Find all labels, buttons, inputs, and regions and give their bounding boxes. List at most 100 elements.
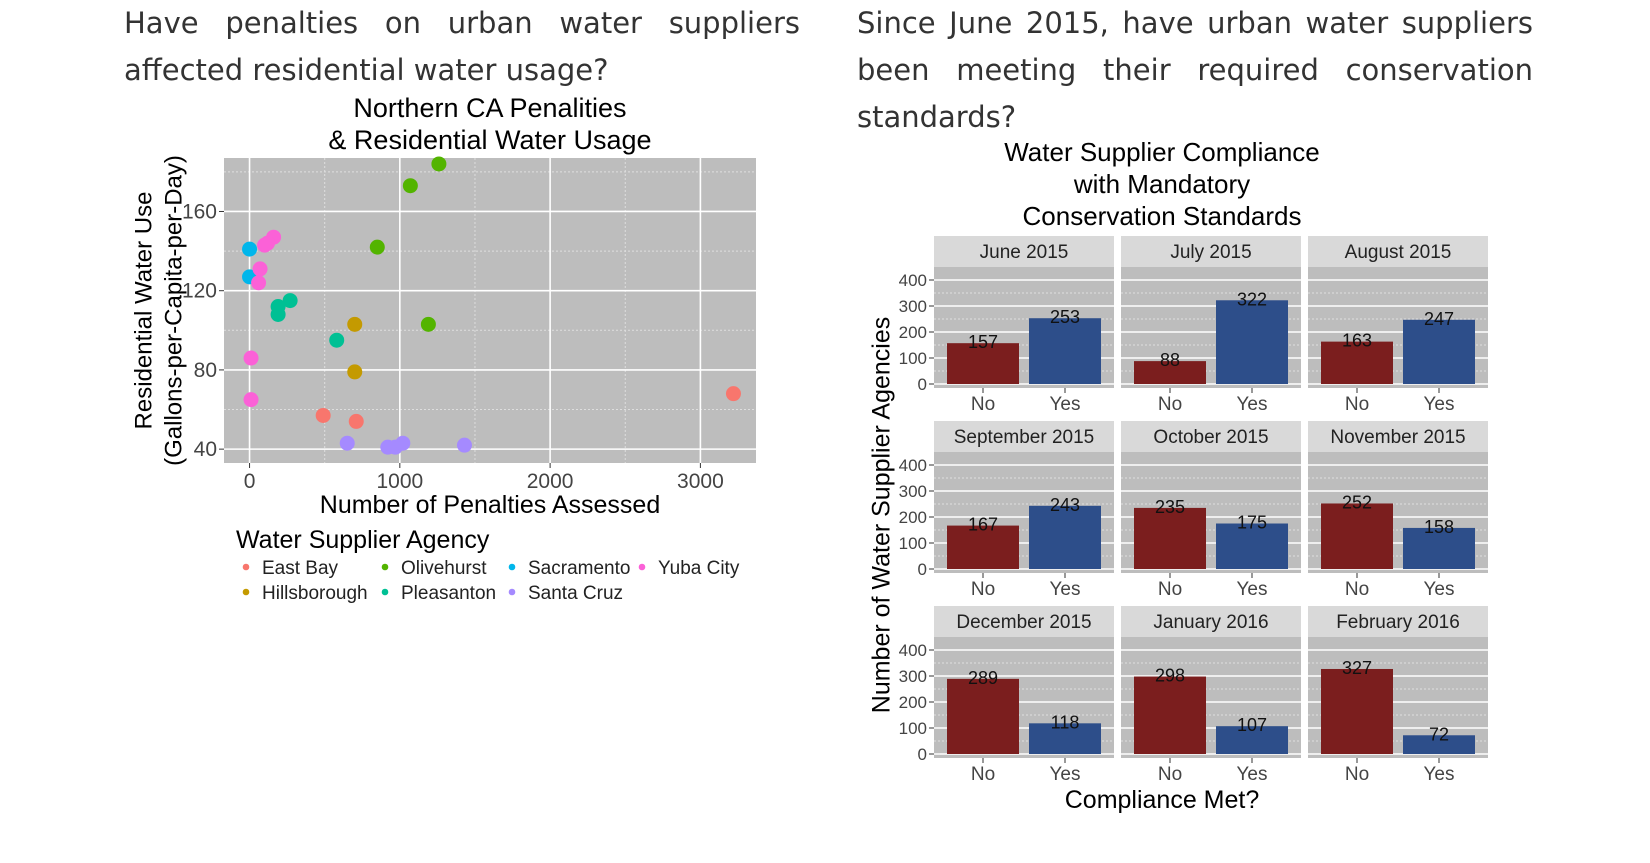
bar-chart-title-line: Conservation Standards (1023, 201, 1302, 231)
scatter-x-tick-label: 1000 (376, 470, 423, 493)
bar-value-label: 289 (968, 668, 998, 688)
facet-strip-label: February 2016 (1336, 612, 1460, 633)
legend-key-dot (508, 563, 516, 571)
scatter-x-tick-label: 2000 (527, 470, 574, 493)
facet-x-tick-label: Yes (1050, 579, 1081, 600)
facet-x-tick-label: Yes (1050, 394, 1081, 415)
legend-entry-label: Pleasanton (401, 583, 496, 604)
scatter-point (257, 237, 273, 253)
scatter-point (347, 316, 363, 332)
facet-y-tick-label: 300 (899, 297, 927, 316)
facet-y-tick-label: 100 (899, 349, 927, 368)
facet-y-tick-label: 100 (899, 534, 927, 553)
scatter-panel (224, 158, 756, 463)
bar (1029, 505, 1101, 569)
facet-y-tick-label: 400 (899, 456, 927, 475)
facet-x-tick-label: No (1345, 764, 1369, 785)
bar (1321, 668, 1393, 754)
scatter-point (348, 413, 364, 429)
bar (1134, 507, 1206, 569)
facet-strip (1121, 421, 1301, 452)
facet-y-tick-label: 0 (918, 745, 927, 764)
facet-y-tick-label: 100 (899, 719, 927, 738)
bar-value-label: 298 (1155, 666, 1185, 686)
question-left: Have penalties on urban water suppliers … (124, 6, 800, 87)
bar (1403, 527, 1475, 569)
bar (1321, 341, 1393, 384)
facet-strip-label: July 2015 (1170, 242, 1251, 263)
facet-strip (1308, 421, 1488, 452)
bar (1029, 723, 1101, 754)
scatter-chart: Northern CA Penalities& Residential Wate… (130, 95, 756, 604)
bar-chart-title-line: with Mandatory (1073, 169, 1250, 199)
facet-x-tick-label: Yes (1424, 579, 1455, 600)
bar (1216, 523, 1288, 569)
facet-y-tick-label: 200 (899, 508, 927, 527)
scatter-y-axis-label-line: Residential Water Use (130, 192, 157, 430)
bar-value-label: 235 (1155, 497, 1185, 517)
facet-x-tick-label: No (971, 764, 995, 785)
bar-value-label: 107 (1237, 715, 1267, 735)
scatter-point (339, 435, 355, 451)
facet-x-tick-label: No (1345, 394, 1369, 415)
bar (1321, 503, 1393, 569)
scatter-point (347, 364, 363, 380)
bar-value-label: 167 (968, 515, 998, 535)
scatter-point (431, 156, 447, 172)
question-right: Since June 2015, have urban water suppli… (857, 6, 1533, 134)
legend-key-dot (638, 563, 646, 571)
bar-value-label: 88 (1160, 350, 1180, 370)
bar (1134, 676, 1206, 754)
scatter-point (243, 350, 259, 366)
facet-x-tick-label: No (1345, 579, 1369, 600)
scatter-point (725, 386, 741, 402)
scatter-x-tick-label: 3000 (677, 470, 724, 493)
scatter-title-line: Northern CA Penalities (353, 95, 626, 123)
bar-value-label: 72 (1429, 724, 1449, 744)
bar (1403, 319, 1475, 384)
facet-x-tick-label: No (1158, 579, 1182, 600)
bar (1029, 318, 1101, 384)
scatter-point (329, 332, 345, 348)
scatter-y-tick-label: 40 (194, 438, 217, 461)
facet-strip (1121, 606, 1301, 637)
bar-y-axis-label: Number of Water Supplier Agencies (868, 317, 896, 713)
facet-x-tick-label: No (971, 394, 995, 415)
bar (1403, 735, 1475, 754)
legend-key-dot (508, 588, 516, 596)
bar-value-label: 322 (1237, 289, 1267, 309)
scatter-point (395, 435, 411, 451)
facet-strip (934, 606, 1114, 637)
bar-value-label: 252 (1342, 492, 1372, 512)
scatter-y-tick-label: 80 (194, 359, 217, 382)
scatter-y-tick-label: 120 (182, 280, 217, 303)
facet-x-tick-label: Yes (1424, 394, 1455, 415)
facet-y-tick-label: 300 (899, 667, 927, 686)
legend-entry-label: Yuba City (658, 558, 740, 579)
facet-strip (1308, 236, 1488, 267)
bar (947, 343, 1019, 384)
facet-strip-label: August 2015 (1345, 242, 1452, 263)
scatter-point (315, 407, 331, 423)
bar-value-label: 253 (1050, 307, 1080, 327)
facet-x-tick-label: Yes (1424, 764, 1455, 785)
bar-chart-title-line: Water Supplier Compliance (1004, 142, 1320, 167)
facet-strip-label: October 2015 (1153, 427, 1268, 448)
legend-key-dot (381, 563, 389, 571)
bar-value-label: 163 (1342, 331, 1372, 351)
facet-strip (934, 421, 1114, 452)
legend-entry-label: Hillsborough (262, 583, 368, 604)
scatter-x-axis-label: Number of Penalties Assessed (320, 491, 660, 519)
bar-value-label: 158 (1424, 517, 1454, 537)
bar (1216, 300, 1288, 384)
facet-y-tick-label: 0 (918, 375, 927, 394)
bar-value-label: 327 (1342, 658, 1372, 678)
scatter-point (251, 275, 267, 291)
facet-strip-label: November 2015 (1330, 427, 1465, 448)
facet-x-tick-label: No (971, 579, 995, 600)
legend-key-dot (242, 563, 250, 571)
legend-key-dot (242, 588, 250, 596)
scatter-point (369, 239, 385, 255)
facet-strip (1121, 236, 1301, 267)
